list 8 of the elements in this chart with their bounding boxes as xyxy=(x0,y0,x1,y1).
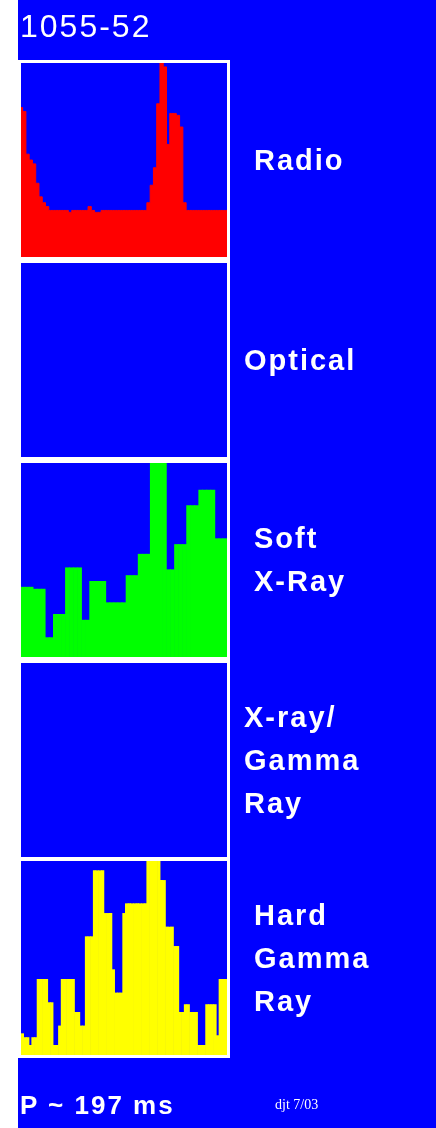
text: Soft X-Ray xyxy=(254,521,347,599)
text: 1055-52 xyxy=(20,8,152,45)
text: Hard Gamma Ray xyxy=(254,897,371,1019)
text: djt 7/03 xyxy=(275,1097,319,1113)
text: P ~ 197 ms xyxy=(20,1090,175,1121)
text: X-ray/ Gamma Ray xyxy=(244,699,361,821)
text: Radio xyxy=(254,142,345,178)
text: Optical xyxy=(244,342,357,378)
